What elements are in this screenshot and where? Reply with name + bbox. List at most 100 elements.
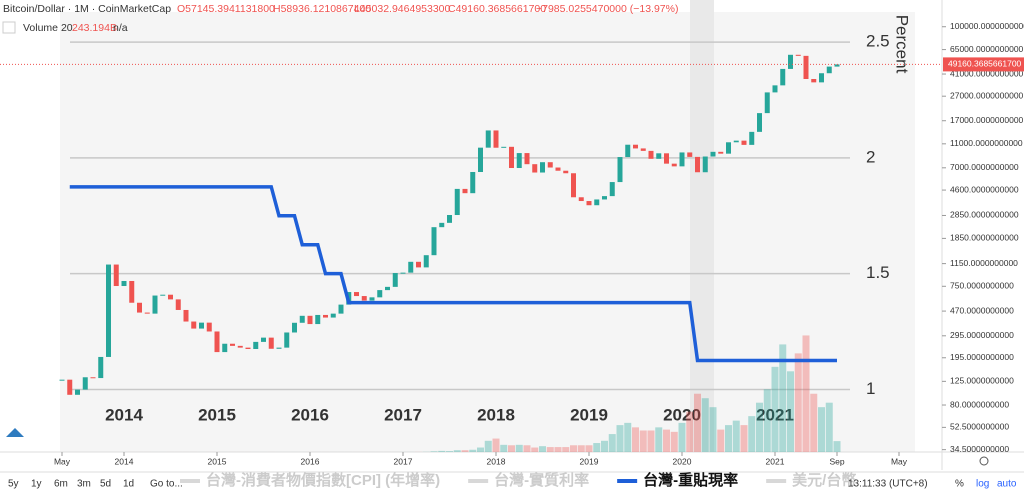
volume-bar [438, 450, 446, 452]
candle [137, 302, 142, 313]
overlay-year-label: 2014 [105, 405, 143, 424]
time-tick-label: 2015 [208, 456, 227, 466]
candle [710, 151, 716, 157]
candle [764, 92, 770, 114]
candle [299, 315, 305, 323]
candle [152, 295, 158, 314]
candle [361, 296, 367, 301]
volume-bar [678, 422, 686, 452]
price-tick-label: 195.0000000000 [950, 352, 1014, 362]
candle [780, 68, 786, 86]
candle [175, 299, 181, 310]
logo[interactable] [6, 428, 24, 437]
price-tick-label: 295.0000000000 [950, 330, 1014, 340]
candle [59, 379, 65, 381]
candle [230, 343, 235, 346]
volume-bar [469, 449, 477, 452]
candle [439, 222, 445, 228]
candle [284, 332, 290, 348]
range-button[interactable]: 5y [8, 479, 19, 490]
volume-bar [694, 393, 701, 452]
candle [447, 215, 452, 223]
legend-item[interactable]: 美元/台幣 [792, 471, 856, 489]
range-button[interactable]: 5d [100, 479, 111, 490]
volume-bar [570, 445, 577, 452]
collapse-button[interactable] [2, 21, 16, 34]
price-tick-label: 125.0000000000 [950, 376, 1014, 386]
volume-bar [787, 371, 794, 452]
candle [772, 85, 778, 93]
volume-bar [732, 420, 740, 452]
volume-bar [539, 446, 546, 452]
range-button[interactable]: 1y [31, 479, 42, 490]
range-button[interactable]: 6m [54, 479, 68, 490]
volume-bar [717, 429, 725, 452]
overlay-year-label: 2018 [477, 405, 515, 424]
volume-bar [593, 443, 601, 452]
time-tick-label: 2017 [394, 456, 413, 466]
candle [532, 164, 538, 173]
candle [315, 314, 321, 325]
overlay-tick-label: 2 [866, 147, 875, 166]
candle [369, 297, 375, 301]
scale-option[interactable]: % [955, 479, 964, 490]
legend-item[interactable]: 台灣-實質利率 [494, 471, 589, 489]
volume-bar [647, 430, 655, 452]
candle [354, 292, 359, 297]
legend-item[interactable]: 台灣-重貼現率 [643, 471, 738, 489]
overlay-background [60, 12, 915, 452]
volume-bar [531, 447, 539, 452]
candle [524, 153, 530, 165]
candle [416, 261, 421, 268]
scale-option[interactable]: log [976, 479, 989, 490]
volume-bar [779, 344, 787, 452]
volume-bar [725, 425, 732, 452]
volume-bar [461, 450, 469, 452]
price-tick-label: 7000.0000000000 [950, 162, 1019, 172]
volume-bar [601, 440, 608, 452]
ohlc-high: H58936.1210867400 [273, 3, 371, 15]
candle [741, 140, 747, 145]
range-button[interactable]: 1d [123, 479, 134, 490]
volume-bar [577, 445, 585, 452]
candle [733, 140, 739, 143]
volume-bar [701, 398, 709, 452]
candle [540, 162, 545, 173]
volume-bar [639, 430, 647, 452]
candle [578, 197, 584, 202]
goto-button[interactable]: Go to... [150, 479, 183, 490]
legend-item[interactable]: 台灣-消費者物價指數[CPI] (年增率) [206, 471, 440, 489]
candle [206, 322, 212, 332]
price-tick-label: 1850.0000000000 [950, 233, 1019, 243]
overlay-year-label: 2019 [570, 405, 608, 424]
candle [648, 150, 654, 159]
candle [75, 389, 80, 395]
candle [718, 151, 724, 154]
candle [803, 55, 809, 79]
volume-bar [825, 402, 833, 452]
price-tick-label: 4600.0000000000 [950, 184, 1019, 194]
candle [609, 182, 615, 197]
scale-option[interactable]: auto [997, 479, 1017, 490]
candle [633, 144, 638, 149]
volume-bar [833, 441, 841, 452]
settings-icon[interactable] [979, 456, 989, 466]
candle [749, 131, 755, 145]
candle [392, 273, 398, 287]
candle [602, 196, 607, 200]
symbol: Bitcoin/Dollar · 1M · CoinMarketCap [3, 3, 171, 15]
range-button[interactable]: 3m [77, 479, 91, 490]
volume-bar [484, 440, 492, 452]
candle [214, 331, 220, 353]
candle [811, 78, 817, 83]
overlay-axis-title: Percent [893, 15, 912, 74]
candle [509, 146, 514, 169]
price-tick-label: 11000.0000000000 [950, 138, 1023, 148]
rate-line [69, 185, 837, 363]
volume-bar [794, 353, 802, 452]
candle [788, 54, 793, 69]
price-tick-label: 80.0000000000 [950, 399, 1009, 409]
overlay-tick-label: 2.5 [866, 32, 890, 51]
candle [454, 188, 460, 216]
clock: 13:11:33 (UTC+8) [848, 479, 928, 490]
